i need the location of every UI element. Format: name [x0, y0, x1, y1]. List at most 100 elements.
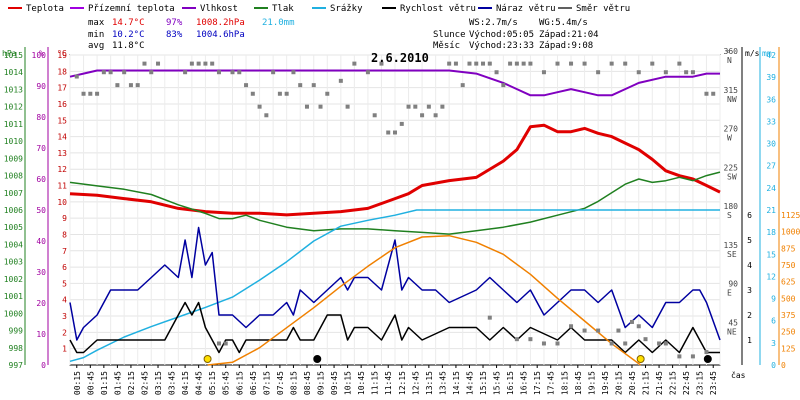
x-tick-label: 01:15 [100, 371, 109, 395]
axis-hpa-tick: 997 [9, 361, 24, 370]
axis-degc-tick: 10 [57, 198, 67, 207]
wind-dir-point [230, 70, 235, 75]
legend-label: Srážky [330, 4, 363, 14]
axis-deg-tick: 270 [724, 125, 739, 134]
x-tick-label: 06:45 [249, 371, 258, 395]
wind-dir-point [569, 61, 574, 66]
axis-pct-tick: 0 [41, 361, 46, 370]
wind-dir-point [244, 83, 249, 88]
wind-dir-point [514, 337, 519, 342]
info-wg: WG:5.4m/s [539, 18, 588, 28]
axis-degc-tick: 7 [62, 247, 67, 256]
axis-wm2-tick: 125 [781, 344, 796, 353]
axis-mm-tick: 18 [766, 228, 776, 237]
wind-dir-point [277, 91, 282, 96]
wind-dir-point [88, 91, 93, 96]
info-moon-label: Měsíc [433, 41, 460, 51]
axis-pct-tick: 50 [36, 206, 46, 215]
axis-degc-tick: 18 [57, 67, 67, 76]
axis-pct-unit: % [39, 49, 44, 58]
info-sun-set: Západ:21:04 [539, 30, 599, 40]
axis-wm2-tick: 875 [781, 244, 796, 253]
wind-dir-point [183, 70, 188, 75]
series-náraz-větru [69, 226, 721, 341]
info-moon-set: Západ:9:08 [539, 41, 593, 51]
axis-deg-tick: 135 [724, 241, 739, 250]
wind-dir-point [311, 83, 316, 88]
wind-dir-point [203, 61, 208, 66]
axis-hpa-tick: 998 [9, 344, 24, 353]
wind-dir-point [156, 61, 161, 66]
axis-degc-tick: 16 [57, 100, 67, 109]
wind-dir-point [393, 130, 397, 135]
axis-deg-tick: 180 [724, 202, 739, 211]
axis-wm2-tick: 1125 [781, 211, 800, 220]
wind-dir-point [487, 315, 492, 320]
wind-dir-point [101, 70, 106, 75]
wind-dir-point [663, 341, 668, 346]
axis-mm-tick: 9 [771, 295, 776, 304]
axis-hpa-tick: 1002 [4, 275, 23, 284]
wind-dir-point [271, 70, 276, 75]
wind-dir-point [372, 113, 377, 118]
axis-degc-tick: 13 [57, 149, 67, 158]
stat-max-hum: 97% [166, 18, 183, 28]
legend-label: Náraz větru [496, 4, 556, 14]
axis-deg-dir: NW [727, 95, 737, 104]
wind-dir-point [115, 83, 120, 88]
axis-hpa-tick: 1013 [4, 85, 23, 94]
wind-dir-point [521, 61, 526, 66]
x-tick-label: 19:45 [601, 371, 610, 395]
info-ws: WS:2.7m/s [469, 18, 518, 28]
wind-dir-point [663, 70, 668, 75]
stat-max-temp: 14.7°C [112, 18, 145, 28]
x-tick-label: 09:15 [317, 371, 326, 395]
wind-dir-point [704, 350, 709, 355]
axis-mm-tick: 0 [771, 361, 776, 370]
x-tick-label: 04:45 [195, 371, 204, 395]
axis-ms-tick: 5 [747, 236, 752, 245]
axis-degc-tick: 9 [62, 214, 67, 223]
x-tick-label: 23:45 [709, 371, 718, 395]
x-tick-label: 12:45 [411, 371, 420, 395]
axis-wm2-tick: 750 [781, 261, 796, 270]
wind-dir-point [616, 328, 621, 333]
x-tick-label: 12:15 [398, 371, 407, 395]
wind-dir-point [643, 337, 648, 342]
x-tick-label: 05:15 [208, 371, 217, 395]
moon-event-icon [313, 355, 322, 363]
wind-dir-point [508, 61, 513, 66]
wind-dir-point [447, 61, 452, 66]
axis-hpa-tick: 1005 [4, 223, 23, 232]
axis-mm-tick: 3 [771, 339, 776, 348]
wind-dir-point [684, 70, 689, 75]
axis-deg-dir: S [727, 211, 732, 220]
axis-pct-tick: 90 [36, 82, 46, 91]
axis-mm-tick: 33 [766, 117, 776, 126]
x-tick-label: 05:45 [222, 371, 231, 395]
series-tlak [69, 171, 721, 235]
wind-dir-point [210, 61, 215, 66]
axis-deg-dir: W [727, 134, 732, 143]
x-tick-label: 10:45 [357, 371, 366, 395]
x-tick-label: 15:15 [479, 371, 488, 395]
x-tick-label: 02:45 [140, 371, 149, 395]
axis-pct-tick: 40 [36, 237, 46, 246]
axis-mm-tick: 42 [766, 51, 776, 60]
sun-event-icon [636, 355, 645, 363]
legend-label: Teplota [26, 4, 64, 14]
stat-max-press: 1008.2hPa [196, 18, 245, 28]
wind-dir-point [481, 61, 486, 66]
wind-dir-point [609, 61, 614, 66]
axis-deg-tick: 315 [724, 86, 739, 95]
wind-dir-point [352, 61, 357, 66]
axis-ms-tick: 2 [747, 311, 752, 320]
axis-degc-tick: 3 [62, 312, 67, 321]
wind-dir-point [555, 341, 560, 346]
wind-dir-point [623, 341, 628, 346]
wind-dir-point [650, 61, 655, 66]
axis-ms-tick: 1 [747, 336, 752, 345]
wind-dir-point [406, 104, 411, 109]
wind-dir-point [135, 83, 140, 88]
axis-hpa-tick: 999 [9, 327, 24, 336]
